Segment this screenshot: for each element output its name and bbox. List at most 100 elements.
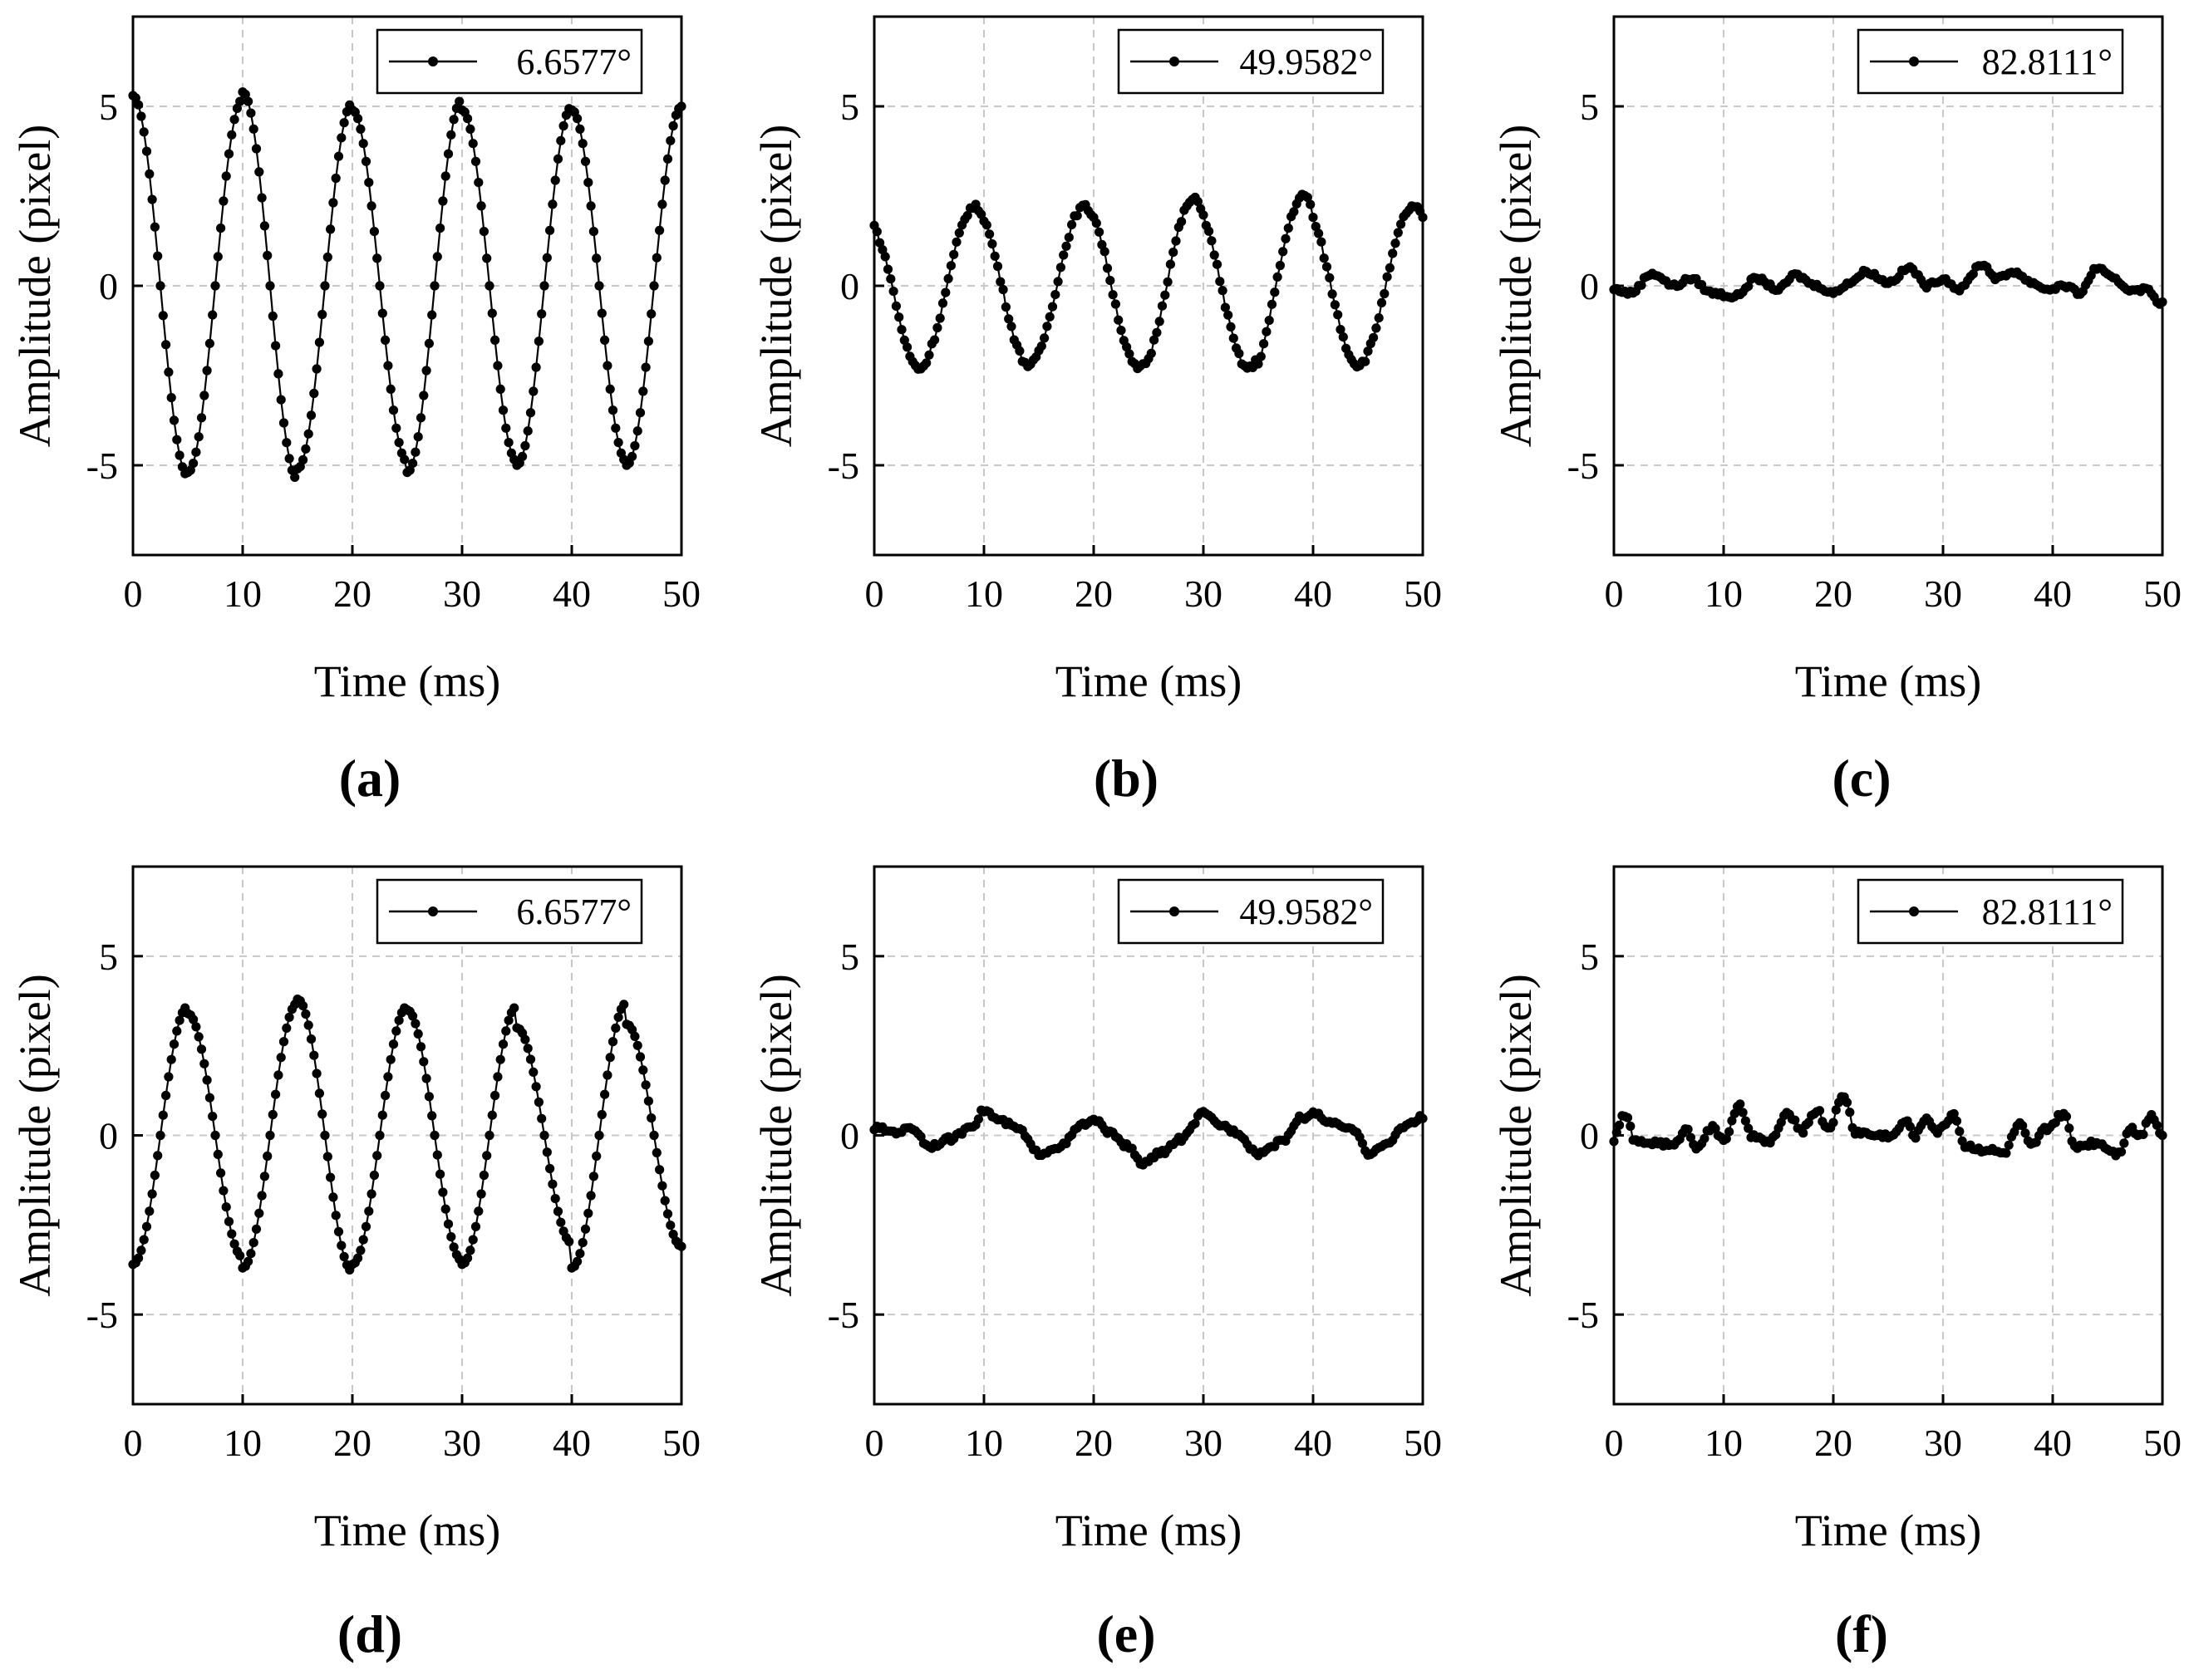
data-point [213,1149,223,1159]
data-point [377,1110,387,1120]
data-point [886,274,896,284]
data-point [1385,263,1395,273]
data-point [534,336,544,346]
data-point [1724,1127,1734,1137]
legend: 82.8111° [1857,28,2124,95]
data-point [1382,272,1392,282]
x-axis-label: Time (ms) [1055,656,1242,706]
data-point [487,308,497,318]
data-point [1047,302,1058,312]
data-point [221,171,231,181]
data-point [328,1192,338,1202]
data-point [550,175,560,185]
data-point [498,1039,509,1049]
data-point [449,1242,459,1252]
data-point [320,281,330,291]
data-point [172,435,182,445]
data-point [337,1240,347,1250]
data-point [246,108,256,118]
x-axis-label: Time (ms) [1795,656,1982,706]
data-point [518,451,528,462]
data-point [455,96,465,106]
data-point [485,1130,494,1141]
data-point [361,156,371,166]
x-tick-label: 30 [1924,572,1962,615]
data-point [537,309,547,319]
data-point [474,1206,484,1216]
data-point [191,1022,201,1032]
data-point [1911,1133,1921,1143]
data-point [208,310,218,320]
data-point [435,1169,445,1179]
data-point [1615,1120,1625,1130]
data-point [1790,1115,1800,1125]
data-point [1157,301,1168,311]
x-tick-label: 10 [224,572,262,615]
data-point [1798,1128,1808,1138]
data-point [312,364,322,374]
data-point [1045,312,1055,322]
data-point [408,1011,418,1021]
data-point [476,201,486,211]
data-point [446,130,456,140]
x-tick-label: 40 [2034,1422,2072,1464]
data-point [660,1196,670,1206]
data-point [1059,250,1069,260]
data-point [1190,1118,1200,1128]
data-point [583,1208,593,1218]
data-point [463,1253,473,1263]
data-point [1004,314,1014,324]
data-point [662,154,673,164]
data-point [1289,207,1299,217]
legend: 6.6577° [376,878,643,945]
data-point [427,310,437,320]
data-point [443,149,454,159]
data-point [416,1042,426,1052]
data-point [248,1238,258,1248]
data-point [652,1147,662,1157]
y-tick-label: 5 [99,86,118,128]
data-point [495,1054,505,1064]
data-point [520,1034,530,1044]
data-point [613,438,623,448]
data-point [175,450,184,460]
data-point [987,239,997,249]
data-point [1114,315,1124,325]
y-axis-label: Amplitude (pixel) [10,125,60,447]
data-point [413,1029,423,1039]
data-point [364,178,374,188]
data-point [660,175,670,185]
series-points [128,87,686,483]
data-point [1700,1133,1709,1143]
data-point [141,146,152,156]
legend-marker [1169,906,1179,916]
data-point [635,408,646,418]
data-point [575,124,585,134]
x-tick-label: 0 [124,572,143,615]
data-point [244,96,253,106]
data-point [996,277,1006,287]
data-point [501,1026,511,1036]
data-point [504,438,514,448]
data-point [943,273,953,283]
data-point [1064,233,1074,243]
legend-label: 6.6577° [516,42,632,82]
y-tick-label: 0 [1580,1115,1599,1157]
data-point [443,1219,454,1229]
x-tick-label: 50 [2143,1422,2182,1464]
data-point [155,1130,165,1141]
data-point [1067,219,1077,229]
data-point [600,335,610,345]
data-point [1165,259,1175,269]
data-point [655,1165,665,1175]
data-point [2138,1129,2148,1139]
data-point [383,1072,393,1082]
data-point [265,281,275,291]
data-point [411,1019,421,1029]
x-tick-label: 30 [1184,572,1222,615]
data-point [608,405,618,415]
data-point [141,1221,152,1231]
data-point [372,253,382,263]
data-point [479,1170,489,1181]
data-point [880,252,890,262]
